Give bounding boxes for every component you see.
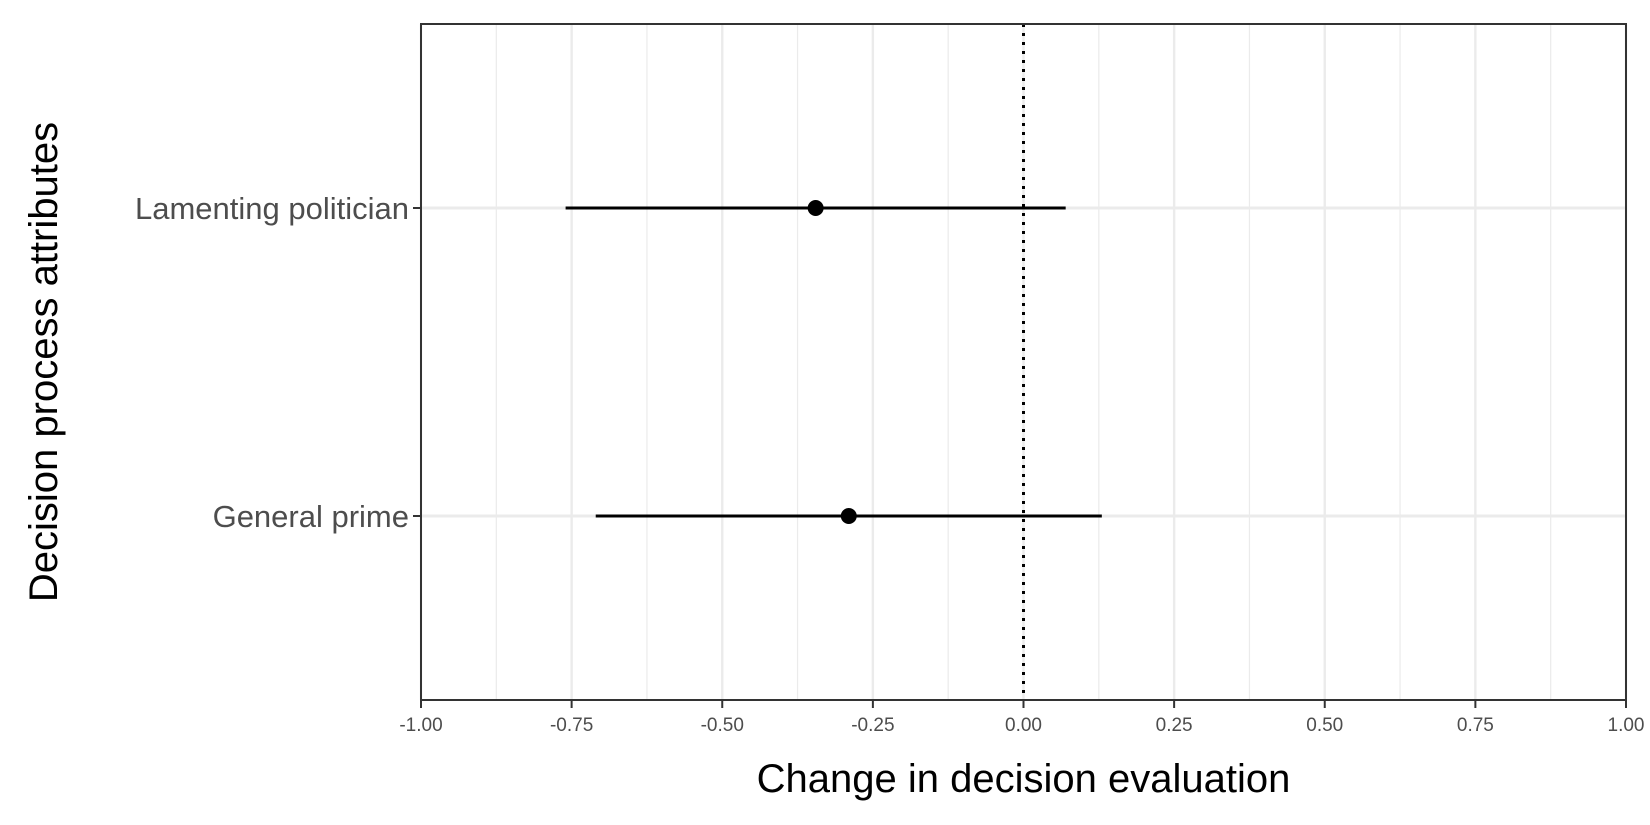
x-tick-label: 0.75 [1457, 715, 1494, 736]
point-estimate-1 [840, 508, 857, 524]
x-axis-ticks: -1.00 -0.75 -0.50 -0.25 0.00 0.25 0.50 0.75 1.00 [399, 700, 1644, 736]
y-axis-ticks: Lamenting politician General prime [135, 191, 421, 534]
x-tick-label: -0.50 [701, 715, 744, 736]
y-axis-title: Decision process attributes [22, 122, 66, 602]
x-tick-label: 1.00 [1608, 715, 1645, 736]
x-tick-label: -0.25 [851, 715, 894, 736]
y-tick-label: General prime [213, 499, 409, 534]
x-tick-label: -1.00 [399, 715, 442, 736]
x-tick-label: 0.25 [1156, 715, 1193, 736]
point-estimate-0 [807, 200, 824, 216]
x-tick-label: 0.00 [1005, 715, 1042, 736]
x-tick-label: -0.75 [550, 715, 593, 736]
x-axis-title: Change in decision evaluation [757, 757, 1291, 801]
x-tick-label: 0.50 [1306, 715, 1343, 736]
y-tick-label: Lamenting politician [135, 191, 409, 226]
data-marks [565, 200, 1102, 524]
